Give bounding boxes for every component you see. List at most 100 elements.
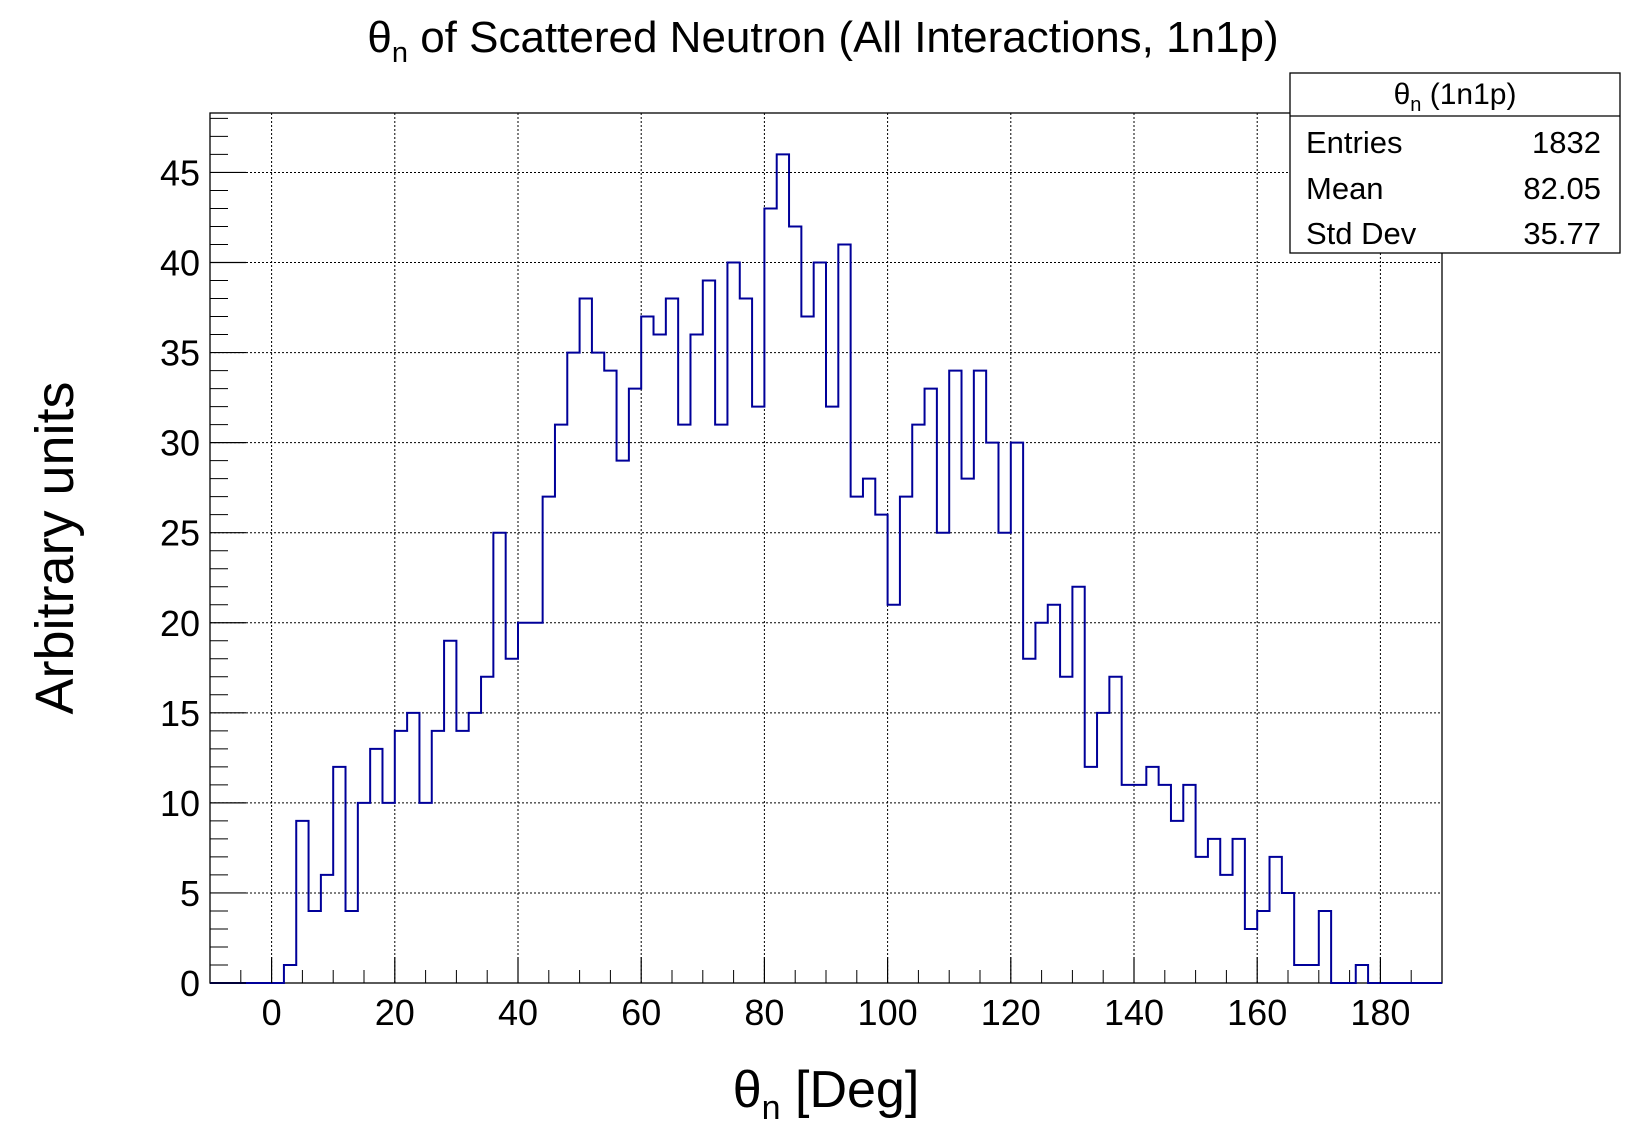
y-tick-label: 35 (160, 333, 200, 374)
histogram-bar (789, 226, 801, 983)
histogram-bar (937, 533, 949, 983)
histogram-bar (998, 533, 1010, 983)
histogram-bar (309, 911, 321, 983)
chart-title-text: of Scattered Neutron (All Interactions, … (408, 13, 1279, 62)
histogram-bar (543, 497, 555, 983)
histogram-bar (370, 749, 382, 983)
histogram-bar (555, 425, 567, 983)
histogram-bar (493, 533, 505, 983)
stats-box-frame (1289, 72, 1621, 254)
histogram-bar (641, 317, 653, 983)
histogram-bar (1196, 857, 1208, 983)
chart-title-symbol: θ (367, 13, 391, 62)
histogram-bar (740, 299, 752, 983)
histogram-bar (1134, 785, 1146, 983)
histogram-bar (888, 605, 900, 983)
plot-frame (209, 112, 1443, 984)
histogram-bar (974, 371, 986, 983)
histogram-bar (1146, 767, 1158, 983)
histogram-bar (1109, 677, 1121, 983)
histogram-bar (1122, 785, 1134, 983)
histogram-bar (506, 659, 518, 983)
plot-area (209, 112, 1443, 984)
histogram-bar (986, 443, 998, 983)
y-tick-label: 10 (160, 783, 200, 824)
histogram-bar (826, 407, 838, 983)
stats-mean-label: Mean (1306, 171, 1384, 206)
x-tick-label: 180 (1350, 992, 1410, 1033)
histogram-bar (1233, 839, 1245, 983)
histogram-bar (1048, 605, 1060, 983)
histogram-bar (1060, 677, 1072, 983)
histogram-bar (1035, 623, 1047, 983)
histogram-bar (678, 425, 690, 983)
histogram-bar (456, 731, 468, 983)
histogram-bar (1183, 785, 1195, 983)
histogram-bar (530, 623, 542, 983)
histogram-bar (1023, 659, 1035, 983)
histogram-bar (764, 208, 776, 983)
histogram-bar (296, 821, 308, 983)
histogram-bar (851, 497, 863, 983)
x-tick-label: 160 (1227, 992, 1287, 1033)
histogram-bar (346, 911, 358, 983)
chart-title-subscript: n (392, 37, 408, 69)
histogram-bar (1085, 767, 1097, 983)
histogram-outline (210, 153, 1442, 984)
x-axis-label-symbol: θ (733, 1061, 762, 1119)
stats-box-title: θn (1n1p) (1394, 78, 1517, 116)
histogram-bar (727, 263, 739, 983)
minor-ticks (209, 117, 1443, 983)
histogram-bar (395, 731, 407, 983)
y-tick-label: 30 (160, 423, 200, 464)
stats-box-title-symbol: θ (1394, 78, 1411, 111)
histogram-bar (1294, 965, 1306, 983)
histogram-bar (1171, 821, 1183, 983)
histogram-bar (321, 875, 333, 983)
y-tick-label: 0 (180, 963, 200, 1004)
histogram-bar (432, 731, 444, 983)
x-tick-label: 140 (1104, 992, 1164, 1033)
histogram-bar (1306, 965, 1318, 983)
x-tick-label: 120 (981, 992, 1041, 1033)
stats-entries-value: 1832 (1532, 125, 1601, 160)
histogram-bar (444, 641, 456, 983)
histogram-bar (1097, 713, 1109, 983)
histogram-bar (1319, 911, 1331, 983)
histogram-bar (863, 479, 875, 983)
histogram-bar (1282, 893, 1294, 983)
histogram-bar (838, 244, 850, 983)
x-axis-label-text: [Deg] (781, 1061, 920, 1119)
histogram-bar (1257, 911, 1269, 983)
y-axis-ticks: 0 5 10 15 20 25 30 35 40 45 (160, 152, 246, 1004)
histogram-bar (1356, 965, 1368, 983)
stats-mean-value: 82.05 (1523, 171, 1601, 206)
stats-stddev-value: 35.77 (1523, 216, 1601, 251)
histogram-bar (1270, 857, 1282, 983)
y-axis-label: Arbitrary units (25, 381, 85, 714)
histogram-bar (666, 299, 678, 983)
histogram-bar (752, 407, 764, 983)
histogram-bar (1072, 587, 1084, 983)
x-axis-ticks: 0 20 40 60 80 100 120 140 160 180 (262, 957, 1410, 1033)
histogram-bar (912, 425, 924, 983)
histogram-bar (703, 281, 715, 983)
histogram-bar (1245, 929, 1257, 983)
histogram-bar (949, 371, 961, 983)
y-tick-label: 5 (180, 873, 200, 914)
x-tick-label: 100 (858, 992, 918, 1033)
y-tick-label: 15 (160, 693, 200, 734)
x-tick-label: 80 (744, 992, 784, 1033)
x-tick-label: 0 (262, 992, 282, 1033)
histogram-bar (1159, 785, 1171, 983)
histogram-bar (900, 497, 912, 983)
histogram-bar (629, 389, 641, 983)
x-tick-label: 20 (375, 992, 415, 1033)
histogram-bar (580, 299, 592, 983)
stats-box: θn (1n1p) Entries 1832 Mean 82.05 Std De… (1289, 72, 1621, 254)
histogram-bar (925, 389, 937, 983)
y-tick-label: 40 (160, 243, 200, 284)
histogram-bar (617, 461, 629, 983)
x-axis-label-subscript: n (762, 1089, 781, 1122)
